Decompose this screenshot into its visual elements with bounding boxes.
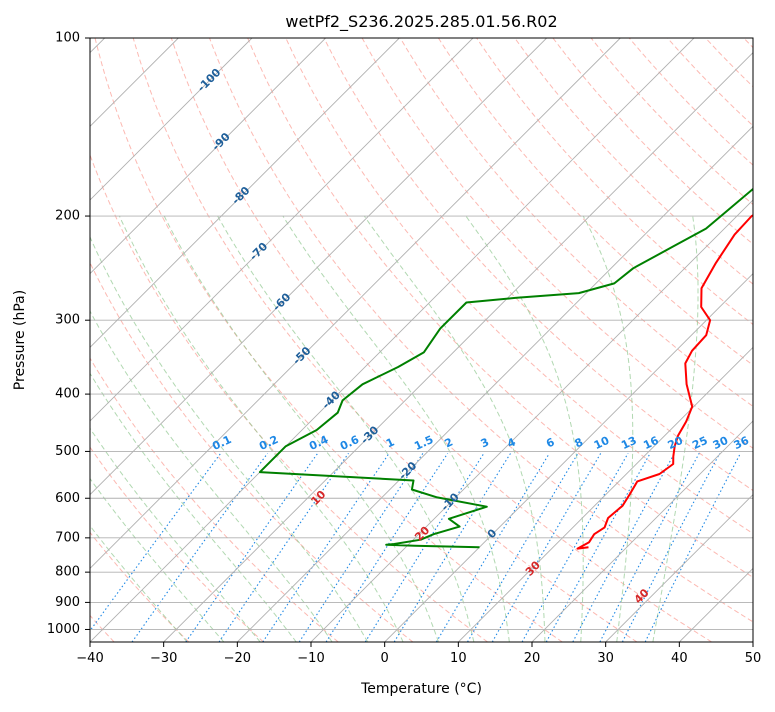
mixing-ratio-line bbox=[546, 453, 650, 642]
dry-adiabat-line bbox=[0, 38, 264, 642]
dry-adiabat-line bbox=[0, 38, 189, 642]
y-tick-label: 300 bbox=[55, 313, 80, 328]
mixing-ratio-line bbox=[132, 453, 268, 642]
x-axis-label: Temperature (°C) bbox=[360, 681, 482, 697]
mixing-ratio-line bbox=[522, 453, 628, 642]
x-tick-label: 30 bbox=[597, 651, 614, 666]
dry-adiabat-line bbox=[706, 38, 775, 642]
moist-adiabat-line bbox=[583, 216, 633, 642]
dry-adiabat-line bbox=[667, 38, 775, 642]
isotherm-line bbox=[458, 38, 775, 642]
y-tick-label: 100 bbox=[55, 31, 80, 46]
x-tick-label: −20 bbox=[224, 651, 251, 666]
isotherm-label: -100 bbox=[195, 66, 224, 95]
dry-adiabat-line bbox=[133, 38, 637, 642]
moist-adiabat-line bbox=[218, 216, 474, 642]
mixing-ratio-label: 20 bbox=[666, 434, 686, 452]
isotherm-line bbox=[532, 38, 775, 642]
y-axis-label: Pressure (hPa) bbox=[12, 290, 28, 390]
isotherm-line bbox=[0, 38, 547, 642]
dry-adiabat-line bbox=[57, 38, 488, 642]
y-tick-label: 900 bbox=[55, 595, 80, 610]
moist-adiabat-line bbox=[653, 216, 698, 642]
moist-adiabat-line bbox=[364, 216, 545, 642]
background-lines bbox=[0, 38, 775, 642]
dry-adiabat-line bbox=[438, 38, 775, 642]
dry-adiabat-label: 30 bbox=[523, 558, 543, 578]
x-tick-label: 0 bbox=[381, 651, 389, 666]
mixing-ratio-label: 30 bbox=[711, 434, 731, 452]
dry-adiabat-line bbox=[19, 38, 413, 642]
mixing-ratio-label: 0.6 bbox=[338, 433, 361, 453]
x-tick-label: −40 bbox=[76, 651, 103, 666]
mixing-ratio-label: 1.5 bbox=[412, 433, 435, 453]
dry-adiabat-line bbox=[553, 38, 775, 642]
isotherm-label: -30 bbox=[358, 423, 381, 446]
mixing-ratio-line bbox=[219, 453, 349, 642]
dry-adiabat-label: 40 bbox=[632, 586, 652, 606]
mixing-ratio-label: 3 bbox=[479, 435, 491, 450]
isotherm-label: -70 bbox=[247, 240, 270, 263]
y-tick-label: 700 bbox=[55, 530, 80, 545]
dry-adiabat-line bbox=[362, 38, 775, 642]
mixing-ratio-label: 0.4 bbox=[307, 433, 330, 453]
y-tick-label: 600 bbox=[55, 491, 80, 506]
moist-adiabat-line bbox=[0, 216, 187, 642]
isotherm-line bbox=[164, 38, 768, 642]
line-labels: -100-90-80-70-60-50-40-30-20-10010203040… bbox=[195, 66, 751, 607]
isotherm-label: 0 bbox=[485, 526, 500, 541]
isotherm-line bbox=[0, 38, 326, 642]
mixing-ratio-line bbox=[600, 453, 699, 642]
x-tick-label: 40 bbox=[671, 651, 688, 666]
dry-adiabat-line bbox=[171, 38, 711, 642]
isotherm-label: -50 bbox=[290, 344, 313, 367]
moist-adiabat-line bbox=[0, 216, 260, 642]
mixing-ratio-line bbox=[326, 453, 448, 642]
x-tick-label: 10 bbox=[450, 651, 467, 666]
moist-adiabat-line bbox=[81, 216, 368, 642]
temperature-profile-line bbox=[578, 38, 775, 549]
moist-adiabat-line bbox=[0, 216, 224, 642]
dry-adiabat-line bbox=[477, 38, 775, 642]
x-tick-label: 20 bbox=[524, 651, 541, 666]
mixing-ratio-label: 13 bbox=[619, 434, 638, 452]
dry-adiabat-line bbox=[591, 38, 775, 642]
mixing-ratio-label: 6 bbox=[544, 435, 557, 450]
mixing-ratio-line bbox=[263, 453, 389, 642]
x-tick-label: −30 bbox=[150, 651, 177, 666]
y-tick-label: 500 bbox=[55, 444, 80, 459]
y-tick-label: 400 bbox=[55, 387, 80, 402]
isotherm-line bbox=[90, 38, 694, 642]
isotherm-label: -80 bbox=[229, 184, 252, 207]
mixing-ratio-label: 25 bbox=[690, 434, 709, 452]
moist-adiabat-line bbox=[119, 216, 403, 642]
mixing-ratio-label: 36 bbox=[732, 434, 752, 452]
dry-adiabat-line bbox=[0, 38, 338, 642]
isotherm-label: -90 bbox=[209, 130, 232, 153]
isotherm-label: -10 bbox=[439, 490, 462, 513]
isotherm-line bbox=[0, 38, 252, 642]
mixing-ratio-label: 1 bbox=[384, 435, 396, 450]
isotherm-line bbox=[0, 38, 399, 642]
mixing-ratio-label: 16 bbox=[641, 434, 661, 452]
chart-title: wetPf2_S236.2025.285.01.56.R02 bbox=[285, 12, 557, 32]
mixing-ratio-label: 0.1 bbox=[210, 433, 233, 453]
y-tick-label: 800 bbox=[55, 565, 80, 580]
mixing-ratio-label: 4 bbox=[505, 435, 518, 450]
x-tick-label: 50 bbox=[745, 651, 762, 666]
y-tick-label: 1000 bbox=[47, 622, 80, 637]
isotherm-line bbox=[16, 38, 620, 642]
isotherm-line bbox=[679, 38, 775, 642]
dry-adiabat-line bbox=[744, 38, 775, 642]
isotherm-label: -60 bbox=[270, 290, 293, 313]
mixing-ratio-label: 2 bbox=[443, 435, 455, 450]
y-tick-label: 200 bbox=[55, 209, 80, 224]
mixing-ratio-label: 10 bbox=[592, 434, 612, 452]
isotherm-line bbox=[385, 38, 775, 642]
isotherm-line bbox=[753, 38, 775, 642]
x-tick-label: −10 bbox=[297, 651, 324, 666]
